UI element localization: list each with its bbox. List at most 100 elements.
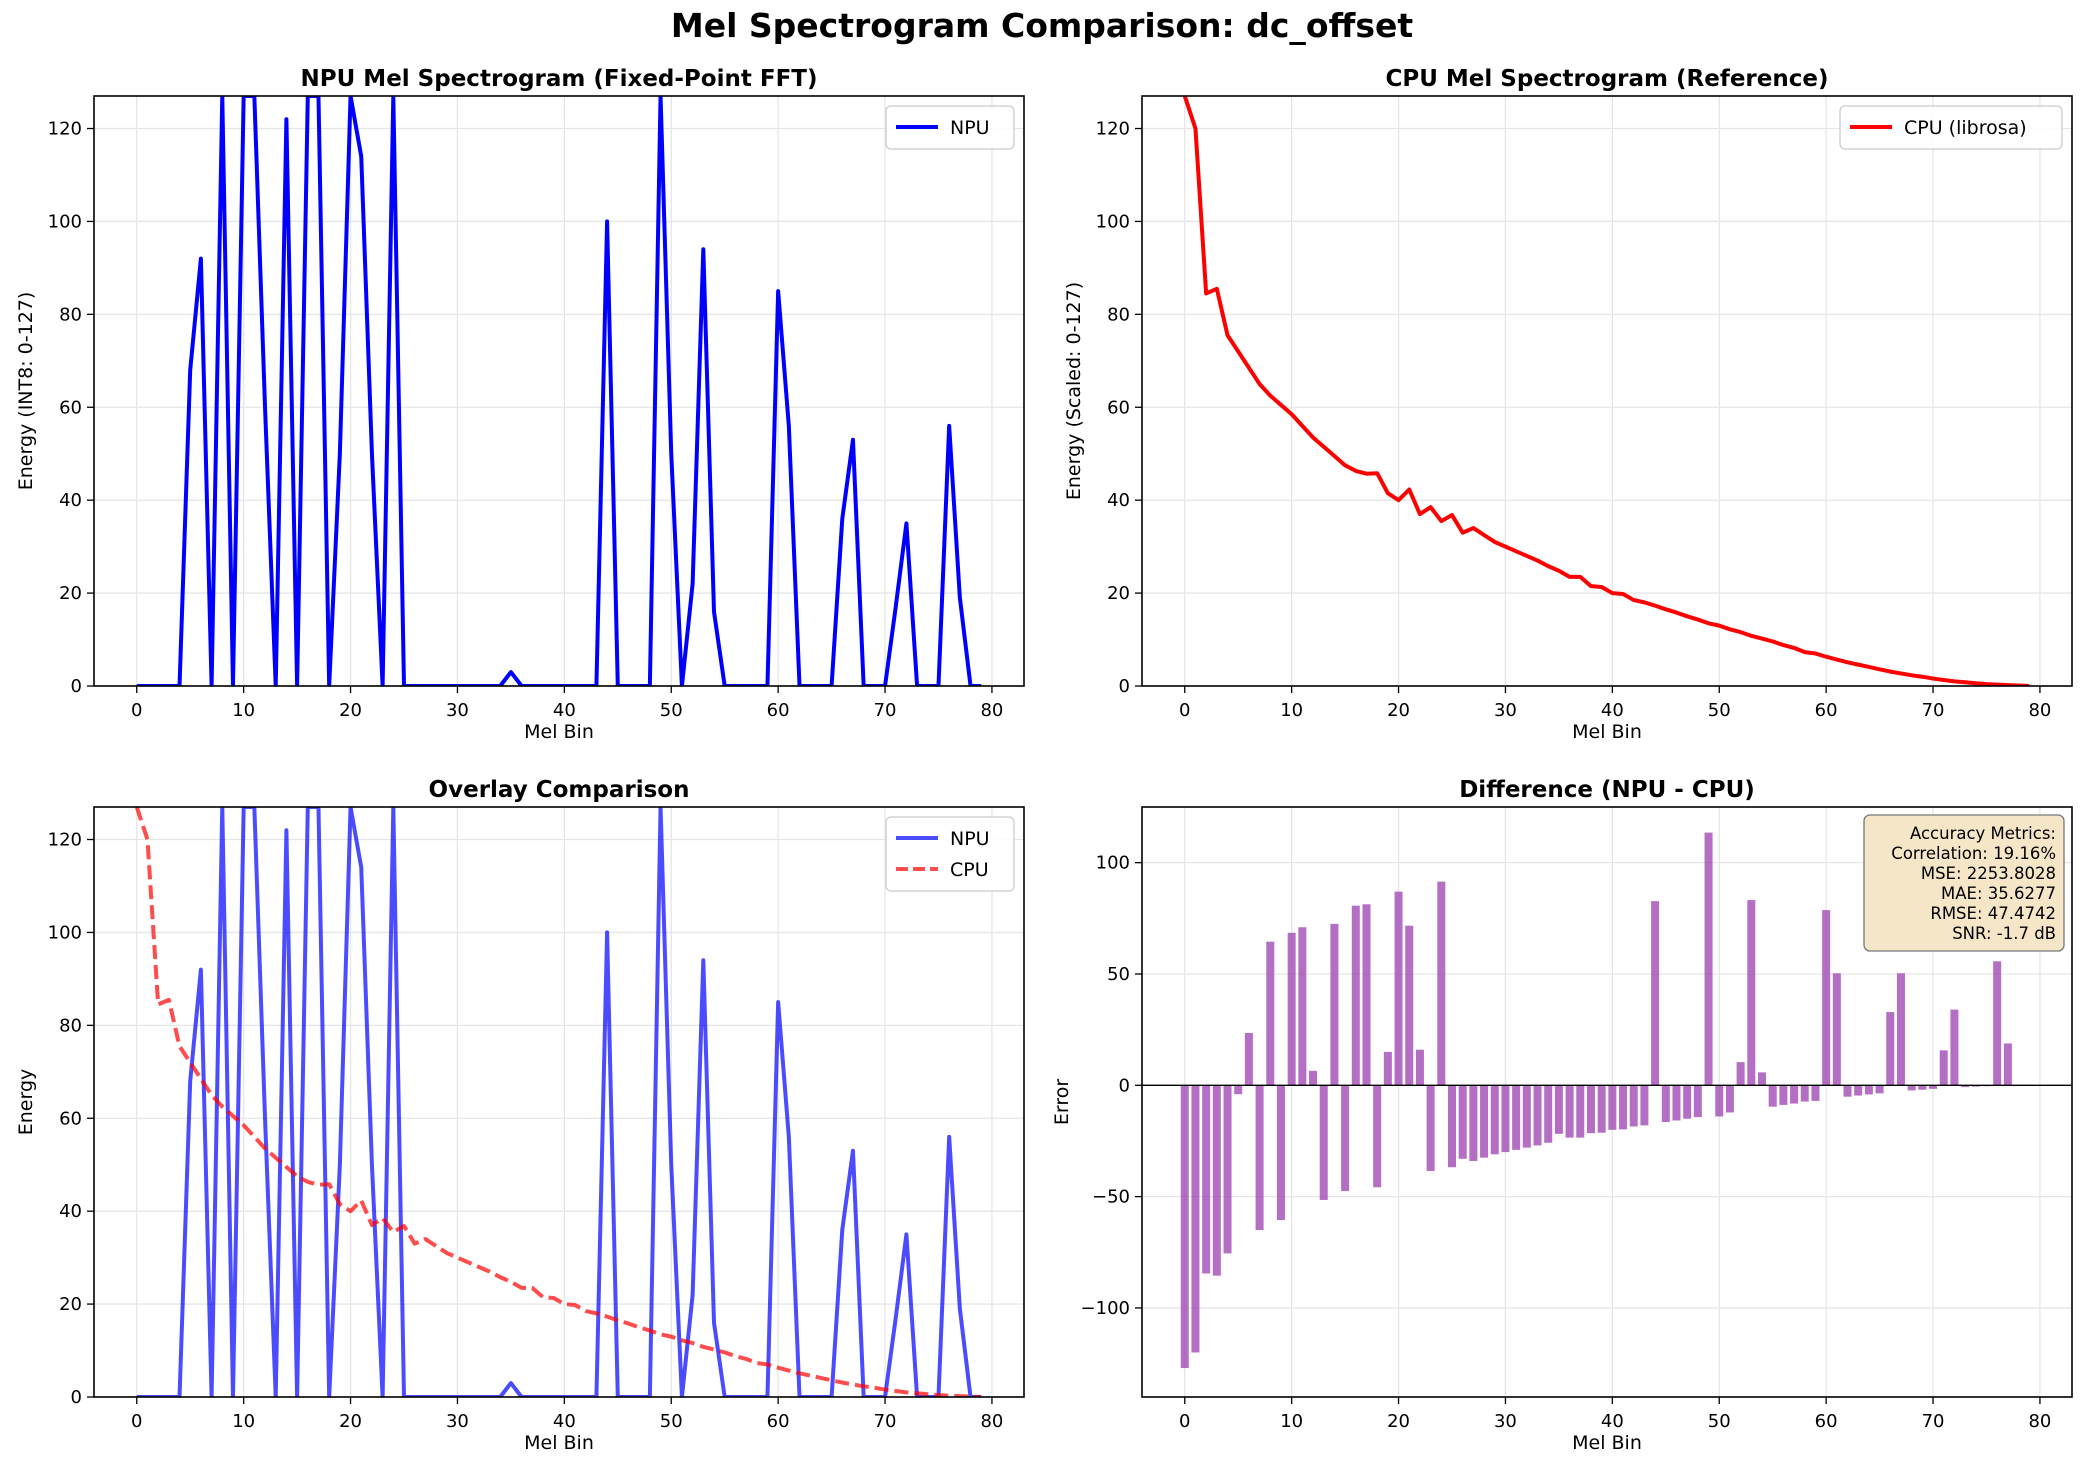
y-axis-label: Energy	[15, 1069, 37, 1136]
x-tick-label: 70	[1922, 1411, 1945, 1432]
x-tick-label: 80	[2028, 700, 2051, 721]
error-bar	[1864, 1085, 1873, 1095]
error-bar	[1661, 1085, 1670, 1123]
error-bar	[1779, 1085, 1788, 1105]
x-tick-label: 20	[339, 1411, 362, 1432]
error-bar	[1993, 961, 2002, 1086]
x-tick-label: 40	[553, 1411, 576, 1432]
error-bar	[1469, 1085, 1478, 1161]
error-bar	[1522, 1085, 1531, 1148]
error-bar	[1501, 1085, 1510, 1153]
y-tick-label: 40	[59, 1201, 82, 1222]
x-tick-label: 60	[767, 700, 790, 721]
y-tick-label: 100	[1096, 211, 1130, 232]
error-bar	[1565, 1085, 1574, 1138]
x-tick-label: 10	[232, 1411, 255, 1432]
error-bar	[1843, 1085, 1852, 1097]
error-bar	[1426, 1085, 1435, 1172]
accuracy-metrics-box: Accuracy Metrics:Correlation: 19.16%MSE:…	[1863, 814, 2065, 952]
error-bar	[1490, 1085, 1499, 1155]
error-bar	[1950, 1009, 1959, 1086]
y-axis-label: Energy (Scaled: 0-127)	[1063, 282, 1085, 500]
y-tick-label: 60	[1107, 397, 1130, 418]
y-tick-label: 20	[59, 1294, 82, 1315]
x-tick-label: 80	[2028, 1411, 2051, 1432]
axes-frame	[1141, 95, 2073, 687]
figure-title: Mel Spectrogram Comparison: dc_offset	[670, 6, 1414, 45]
error-bar	[1736, 1062, 1745, 1086]
error-bar	[1640, 1085, 1649, 1126]
error-bar	[1309, 1070, 1318, 1086]
x-tick-label: 30	[1494, 700, 1517, 721]
y-tick-label: 0	[71, 1387, 82, 1408]
metrics-line: MAE: 35.6277	[1941, 884, 2056, 903]
x-tick-label: 60	[1815, 700, 1838, 721]
error-bar	[1961, 1085, 1970, 1088]
x-tick-label: 70	[1922, 700, 1945, 721]
error-bar	[1244, 1032, 1253, 1086]
error-bar	[1458, 1085, 1467, 1159]
x-tick-label: 0	[131, 700, 142, 721]
legend-label: CPU	[950, 859, 989, 881]
x-tick-label: 80	[980, 700, 1003, 721]
series-line	[136, 96, 982, 686]
error-bar	[1437, 881, 1446, 1086]
error-bar	[1544, 1085, 1553, 1143]
y-axis-label: Energy (INT8: 0-127)	[15, 292, 37, 491]
error-bar	[1886, 1012, 1895, 1086]
error-bar	[1276, 1085, 1285, 1220]
metrics-line: Correlation: 19.16%	[1891, 844, 2056, 863]
error-bar	[1266, 941, 1275, 1086]
x-tick-label: 20	[1387, 700, 1410, 721]
error-bar	[1768, 1085, 1777, 1107]
legend-box	[1839, 105, 2063, 150]
series-line	[1182, 96, 2030, 686]
error-bar	[1255, 1085, 1264, 1231]
error-bar	[1704, 832, 1713, 1086]
error-bar	[1939, 1050, 1948, 1086]
y-tick-label: −100	[1081, 1298, 1130, 1319]
y-tick-label: 80	[59, 304, 82, 325]
error-bar	[1822, 910, 1831, 1086]
y-tick-label: 40	[1107, 490, 1130, 511]
error-bar	[1512, 1085, 1521, 1150]
error-bar	[1202, 1085, 1211, 1274]
y-tick-label: 80	[59, 1015, 82, 1036]
error-bar	[1191, 1085, 1200, 1353]
metrics-box-bg	[1863, 814, 2065, 952]
legend-label: NPU	[950, 828, 990, 850]
x-axis-label: Mel Bin	[524, 1432, 594, 1454]
error-bar	[1715, 1085, 1724, 1117]
legend-box	[885, 816, 1015, 892]
x-tick-label: 60	[767, 1411, 790, 1432]
x-axis-label: Mel Bin	[1572, 1432, 1642, 1454]
error-bar	[1373, 1085, 1382, 1188]
error-bar	[1212, 1085, 1221, 1276]
x-tick-label: 50	[1708, 1411, 1731, 1432]
error-bar	[1619, 1085, 1628, 1130]
difference-chart: 0 10 20 30 40 50 60 70 80 −100 −50 0 50 100 Difference…	[1051, 777, 2073, 1454]
axes-frame	[1141, 806, 2073, 1398]
y-tick-label: 100	[1096, 853, 1130, 874]
y-tick-label: 80	[1107, 304, 1130, 325]
overlay-comparison-chart: 0 10 20 30 40 50 60 70 80 0 20 40 60 80 100 120 Overlay …	[15, 777, 1025, 1454]
x-axis-label: Mel Bin	[1572, 721, 1642, 743]
x-tick-label: 70	[874, 700, 897, 721]
error-bar	[1651, 901, 1660, 1086]
error-bar	[1747, 900, 1756, 1086]
x-tick-label: 30	[446, 700, 469, 721]
y-axis-label: Error	[1051, 1079, 1073, 1126]
chart-title: NPU Mel Spectrogram (Fixed-Point FFT)	[301, 66, 818, 92]
error-bar	[1725, 1085, 1734, 1113]
y-tick-label: 0	[1119, 676, 1130, 697]
chart-title: Overlay Comparison	[429, 777, 690, 803]
error-bar	[1790, 1085, 1799, 1104]
y-tick-label: 120	[48, 830, 82, 851]
error-bar	[1811, 1085, 1820, 1101]
legend-label: CPU (librosa)	[1904, 117, 2027, 139]
error-bar	[1576, 1085, 1585, 1138]
x-tick-label: 80	[980, 1411, 1003, 1432]
error-bar	[1918, 1085, 1927, 1090]
error-bar	[1907, 1085, 1916, 1091]
